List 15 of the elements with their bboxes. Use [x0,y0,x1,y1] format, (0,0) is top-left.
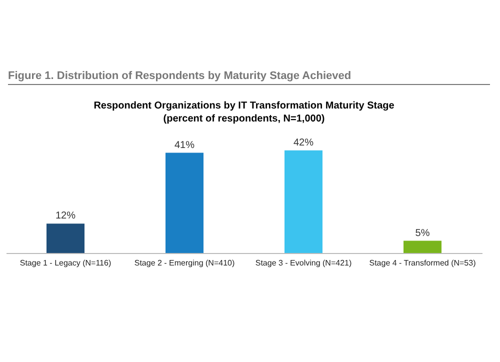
chart-title: Respondent Organizations by IT Transformation Maturity Stage [94,100,395,112]
data-label: 12% [55,210,76,222]
chart-subtitle: (percent of respondents, N=1,000) [163,113,325,124]
data-label: 42% [293,137,314,148]
bar [46,224,84,253]
bar [404,240,442,253]
data-label: 41% [174,140,195,151]
bar [284,150,322,253]
bar [166,152,204,253]
data-label: 5% [415,228,430,239]
x-tick-label: Stage 2 - Emerging (N=410) [134,258,235,268]
x-tick-label: Stage 3 - Evolving (N=421) [255,258,352,268]
caption: Figure 1. Distribution of Respondents by Maturity Stage Achieved [8,70,490,85]
x-tick-label: Stage 4 - Transformed (N=53) [369,258,476,268]
x-tick-label: Stage 1 - Legacy (N=116) [20,258,112,268]
